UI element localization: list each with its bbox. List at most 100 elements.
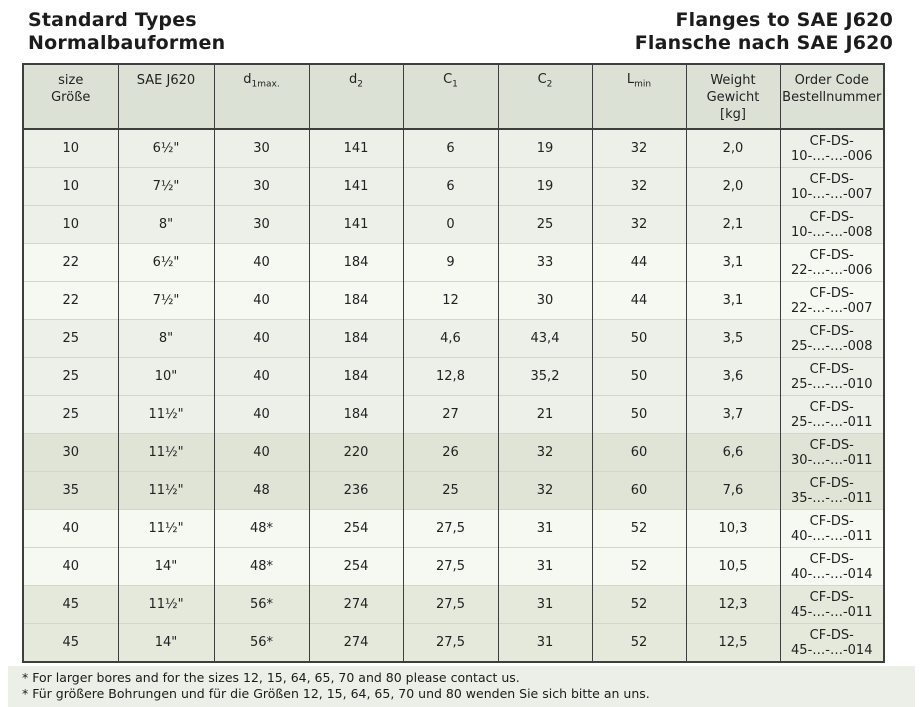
cell-d2: 184: [308, 357, 404, 396]
page-title-right: Flanges to SAE J620 Flansche nach SAE J6…: [635, 9, 893, 55]
cell-sae-j620: 11½": [117, 395, 215, 434]
table-row: 25 11½" 40 184 27 21 50 3,7 CF-DS-25-…-……: [22, 395, 885, 434]
cell-weight: 12,5: [685, 623, 781, 662]
cell-order-code: CF-DS-40-…-…-011: [779, 509, 885, 548]
cell-lmin: 60: [591, 433, 687, 472]
cell-c1: 12,8: [402, 357, 499, 396]
cell-d1max: 40: [213, 395, 310, 434]
cell-order-code: CF-DS-10-…-…-008: [779, 205, 885, 244]
cell-d1max: 56*: [213, 623, 310, 662]
cell-d2: 274: [308, 585, 404, 624]
cell-weight: 3,6: [685, 357, 781, 396]
cell-c1: 27,5: [402, 547, 499, 586]
cell-size: 25: [22, 395, 119, 434]
footnotes: * For larger bores and for the sizes 12,…: [8, 666, 915, 707]
col-header-d1max: d1max.: [213, 64, 310, 130]
cell-sae-j620: 11½": [117, 433, 215, 472]
cell-c1: 9: [402, 243, 499, 282]
cell-d2: 141: [308, 129, 404, 168]
cell-order-code: CF-DS-40-…-…-014: [779, 547, 885, 586]
cell-c2: 33: [497, 243, 593, 282]
cell-order-code: CF-DS-25-…-…-010: [779, 357, 885, 396]
cell-lmin: 52: [591, 585, 687, 624]
cell-c2: 31: [497, 623, 593, 662]
cell-sae-j620: 11½": [117, 585, 215, 624]
table-row: 25 8" 40 184 4,6 43,4 50 3,5 CF-DS-25-…-…: [22, 319, 885, 358]
cell-size: 40: [22, 547, 119, 586]
cell-c2: 25: [497, 205, 593, 244]
table-row: 45 11½" 56* 274 27,5 31 52 12,3 CF-DS-45…: [22, 585, 885, 624]
cell-lmin: 32: [591, 167, 687, 206]
subject-english: Flanges to SAE J620: [675, 9, 893, 31]
cell-c2: 32: [497, 433, 593, 472]
col-header-sae-j620: SAE J620: [117, 64, 215, 130]
cell-d1max: 56*: [213, 585, 310, 624]
cell-weight: 3,1: [685, 281, 781, 320]
cell-size: 25: [22, 357, 119, 396]
table-row: 22 7½" 40 184 12 30 44 3,1 CF-DS-22-…-…-…: [22, 281, 885, 320]
cell-order-code: CF-DS-25-…-…-008: [779, 319, 885, 358]
cell-size: 40: [22, 509, 119, 548]
cell-order-code: CF-DS-45-…-…-011: [779, 585, 885, 624]
cell-c1: 25: [402, 471, 499, 510]
cell-size: 25: [22, 319, 119, 358]
table-row: 10 6½" 30 141 6 19 32 2,0 CF-DS-10-…-…-0…: [22, 129, 885, 168]
cell-lmin: 50: [591, 357, 687, 396]
cell-c1: 0: [402, 205, 499, 244]
col-header-c2: C2: [497, 64, 593, 130]
col-header-weight: Weight Gewicht [kg]: [685, 64, 781, 130]
cell-c1: 26: [402, 433, 499, 472]
cell-weight: 6,6: [685, 433, 781, 472]
cell-c1: 4,6: [402, 319, 499, 358]
footnote-german: * Für größere Bohrungen und für die Größ…: [22, 686, 650, 701]
col-header-size: size Größe: [22, 64, 119, 130]
cell-size: 10: [22, 205, 119, 244]
cell-c2: 19: [497, 167, 593, 206]
header-row: size Größe SAE J620 d1max. d2 C1 C2: [22, 64, 885, 130]
cell-d1max: 40: [213, 433, 310, 472]
table-row: 25 10" 40 184 12,8 35,2 50 3,6 CF-DS-25-…: [22, 357, 885, 396]
cell-c2: 43,4: [497, 319, 593, 358]
cell-c1: 6: [402, 129, 499, 168]
cell-c2: 31: [497, 547, 593, 586]
cell-size: 22: [22, 243, 119, 282]
cell-lmin: 52: [591, 509, 687, 548]
cell-d2: 184: [308, 281, 404, 320]
cell-sae-j620: 7½": [117, 281, 215, 320]
cell-order-code: CF-DS-22-…-…-006: [779, 243, 885, 282]
subject-german: Flansche nach SAE J620: [634, 32, 893, 54]
cell-lmin: 44: [591, 281, 687, 320]
cell-lmin: 50: [591, 319, 687, 358]
cell-d1max: 40: [213, 357, 310, 396]
col-header-d2: d2: [308, 64, 404, 130]
table-row: 30 11½" 40 220 26 32 60 6,6 CF-DS-30-…-……: [22, 433, 885, 472]
cell-c1: 12: [402, 281, 499, 320]
table-row: 22 6½" 40 184 9 33 44 3,1 CF-DS-22-…-…-0…: [22, 243, 885, 282]
cell-lmin: 32: [591, 129, 687, 168]
col-header-order-code: Order Code Bestellnummer: [779, 64, 885, 130]
cell-lmin: 52: [591, 623, 687, 662]
cell-sae-j620: 7½": [117, 167, 215, 206]
cell-d2: 141: [308, 167, 404, 206]
cell-sae-j620: 8": [117, 319, 215, 358]
cell-weight: 12,3: [685, 585, 781, 624]
table-row: 40 14" 48* 254 27,5 31 52 10,5 CF-DS-40-…: [22, 547, 885, 586]
table-row: 40 11½" 48* 254 27,5 31 52 10,3 CF-DS-40…: [22, 509, 885, 548]
cell-sae-j620: 11½": [117, 471, 215, 510]
table-row: 10 8" 30 141 0 25 32 2,1 CF-DS-10-…-…-00…: [22, 205, 885, 244]
cell-weight: 3,1: [685, 243, 781, 282]
cell-c2: 35,2: [497, 357, 593, 396]
cell-order-code: CF-DS-22-…-…-007: [779, 281, 885, 320]
cell-weight: 3,7: [685, 395, 781, 434]
cell-d2: 184: [308, 319, 404, 358]
cell-sae-j620: 11½": [117, 509, 215, 548]
cell-c1: 27,5: [402, 509, 499, 548]
cell-lmin: 32: [591, 205, 687, 244]
cell-order-code: CF-DS-30-…-…-011: [779, 433, 885, 472]
cell-order-code: CF-DS-35-…-…-011: [779, 471, 885, 510]
page-header: Standard Types Normalbauformen Flanges t…: [0, 0, 922, 55]
cell-d2: 254: [308, 509, 404, 548]
cell-d2: 220: [308, 433, 404, 472]
cell-d1max: 30: [213, 205, 310, 244]
